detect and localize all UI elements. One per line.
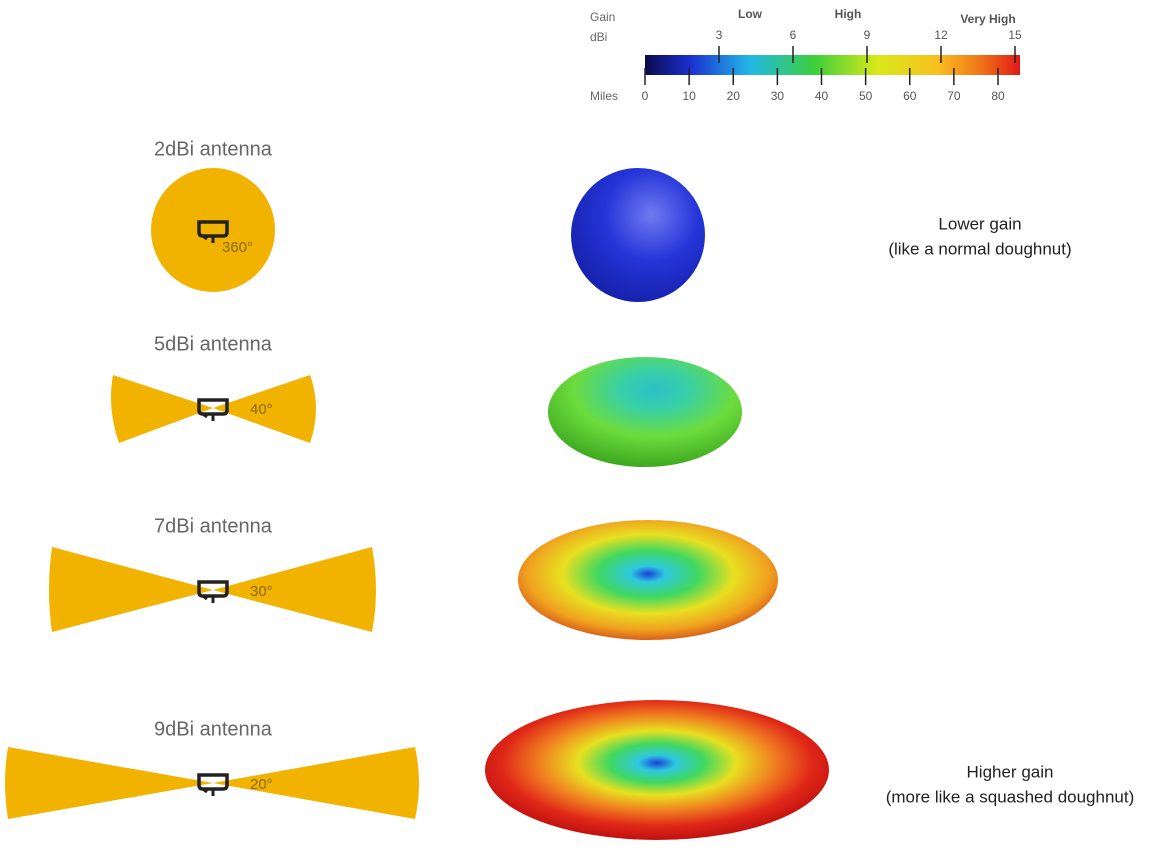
coverage [49,547,376,632]
angle: 360° [222,239,253,256]
coverage [111,375,316,443]
note-title: Higher gain [967,762,1054,781]
antenna-label: 5dBi antenna [154,333,273,355]
dbi-tick-label: 15 [1008,28,1022,42]
dbi-tick-label: 9 [864,28,871,42]
note-subtitle: (like a normal doughnut) [888,239,1071,258]
pattern [548,357,742,467]
gain-label: Gain [590,10,615,24]
miles-tick-label: 60 [903,89,917,103]
miles-tick-label: 30 [771,89,785,103]
angle: 30° [250,583,273,600]
antenna-label: 2dBi antenna [154,138,273,160]
dbi-tick-label: 6 [790,28,797,42]
antenna-label: 9dBi antenna [154,718,273,740]
level: Very High [960,12,1015,26]
color-bar [645,55,1020,75]
angle: 20° [250,776,273,793]
note-title: Lower gain [938,214,1021,233]
antenna-icon [197,773,229,798]
dbi-tick-label: 12 [934,28,948,42]
miles-tick-label: 10 [682,89,696,103]
miles-tick-label: 0 [642,89,649,103]
pattern [518,520,778,640]
coverage [151,168,275,292]
antenna-label: 7dBi antenna [154,515,273,537]
dbi-tick-label: 3 [716,28,723,42]
miles-label: Miles [590,89,618,103]
pattern [485,700,829,840]
note-subtitle: (more like a squashed doughnut) [886,787,1135,806]
level: High [835,7,862,21]
coverage [5,747,419,819]
miles-tick-label: 50 [859,89,873,103]
pattern [571,168,705,302]
level: Low [738,7,763,21]
angle: 40° [250,401,273,418]
miles-tick-label: 20 [727,89,741,103]
miles-tick-label: 70 [947,89,961,103]
miles-tick-label: 40 [815,89,829,103]
unit-label: dBi [590,30,607,44]
miles-tick-label: 80 [991,89,1005,103]
